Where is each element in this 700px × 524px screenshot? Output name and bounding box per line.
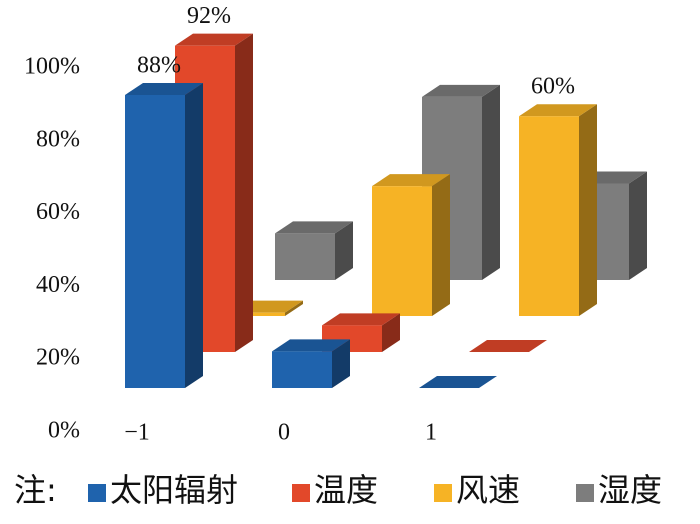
bar-top bbox=[422, 84, 500, 97]
y-tick-label: 60% bbox=[36, 199, 80, 225]
x-tick-label: 1 bbox=[425, 420, 437, 446]
bar-top bbox=[322, 313, 400, 326]
bar bbox=[275, 233, 335, 280]
bar-top bbox=[519, 104, 597, 117]
bar-top bbox=[275, 221, 353, 234]
value-label: 92% bbox=[187, 3, 231, 29]
bar bbox=[372, 186, 432, 316]
bar-side bbox=[629, 171, 647, 280]
bar-side bbox=[332, 339, 350, 388]
legend-swatch bbox=[88, 484, 106, 502]
bar-top bbox=[175, 33, 253, 46]
bar-side bbox=[335, 221, 353, 280]
bar bbox=[125, 95, 185, 388]
x-tick-label: −1 bbox=[124, 420, 150, 446]
y-tick-label: 100% bbox=[24, 54, 80, 80]
y-tick-label: 0% bbox=[48, 418, 80, 444]
bar-side bbox=[482, 84, 500, 280]
bar-top bbox=[419, 376, 497, 388]
bar-side bbox=[579, 104, 597, 317]
y-tick-label: 20% bbox=[36, 345, 80, 371]
bar-top bbox=[469, 340, 547, 352]
legend-label: 温度 bbox=[314, 471, 378, 509]
value-label: 88% bbox=[137, 53, 181, 79]
bar-side bbox=[285, 300, 303, 316]
y-tick-label: 40% bbox=[36, 272, 80, 298]
legend-label: 风速 bbox=[456, 471, 520, 509]
legend-swatch bbox=[434, 484, 452, 502]
value-label: 60% bbox=[531, 74, 575, 100]
bar-side bbox=[185, 83, 203, 388]
legend-title: 注: bbox=[14, 471, 57, 509]
y-tick-label: 80% bbox=[36, 126, 80, 152]
bar-top bbox=[125, 83, 203, 95]
legend-swatch bbox=[292, 484, 310, 502]
legend-label: 湿度 bbox=[598, 471, 662, 509]
legend-label: 太阳辐射 bbox=[110, 471, 238, 509]
bar-top bbox=[272, 339, 350, 352]
bar-top bbox=[372, 174, 450, 187]
bar-side bbox=[235, 33, 253, 352]
bar bbox=[225, 312, 285, 316]
bar bbox=[519, 116, 579, 317]
bar-side bbox=[382, 313, 400, 352]
bar bbox=[272, 351, 332, 388]
bar-side bbox=[432, 174, 450, 316]
legend-swatch bbox=[576, 484, 594, 502]
x-tick-label: 0 bbox=[278, 420, 290, 446]
